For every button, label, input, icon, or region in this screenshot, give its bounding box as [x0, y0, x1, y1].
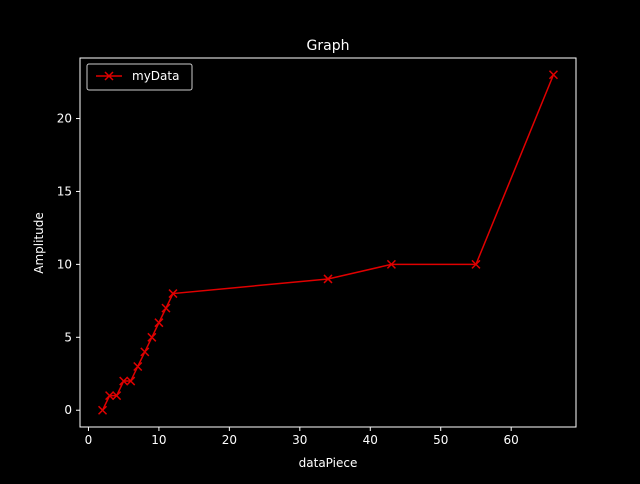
y-axis: 0 5 10 15 20	[57, 112, 80, 417]
data-point	[119, 376, 129, 386]
x-tick-label: 0	[85, 433, 93, 447]
data-point	[386, 259, 396, 269]
legend-box	[86, 63, 193, 91]
x-tick-label: 20	[222, 433, 237, 447]
data-point	[154, 318, 164, 328]
x-tick-label: 40	[363, 433, 378, 447]
data-point	[112, 391, 122, 401]
y-tick-label: 0	[64, 403, 72, 417]
data-point	[161, 303, 171, 313]
y-tick-label: 15	[57, 184, 72, 198]
y-tick-label: 20	[57, 112, 72, 126]
legend: myData	[86, 63, 193, 91]
y-tick-label: 10	[57, 257, 72, 271]
x-tick-label: 30	[292, 433, 307, 447]
y-axis-label: Amplitude	[32, 212, 46, 274]
data-point	[105, 391, 115, 401]
data-point	[140, 347, 150, 357]
x-tick-label: 60	[504, 433, 519, 447]
legend-marker	[104, 71, 114, 81]
chart-title: Graph	[307, 38, 350, 54]
data-point	[126, 376, 136, 386]
data-point	[133, 361, 143, 372]
legend-label: myData	[132, 69, 179, 83]
data-point	[548, 70, 558, 80]
x-axis: 0 10 20 30 40 50 60	[85, 427, 519, 447]
x-tick-label: 10	[151, 433, 166, 447]
data-point	[323, 274, 333, 284]
data-point	[471, 259, 481, 269]
plot-layer	[98, 70, 558, 415]
y-tick-label: 5	[64, 330, 72, 344]
data-point	[168, 289, 178, 299]
data-point	[98, 405, 108, 415]
plot-frame	[79, 57, 577, 428]
x-axis-label: dataPiece	[299, 456, 358, 470]
data-point	[147, 332, 157, 342]
x-tick-label: 50	[433, 433, 448, 447]
